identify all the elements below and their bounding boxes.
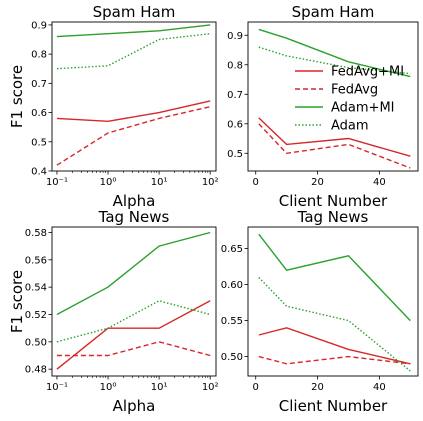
y-tick-label: 0.5: [227, 149, 243, 160]
x-tick-label: 10²: [202, 177, 219, 188]
series-line-adam-mi: [258, 28, 411, 78]
series-line-fedavg-mi: [258, 117, 411, 157]
y-tick-label: 0.8: [31, 50, 47, 61]
x-tick-label: 10⁰: [100, 177, 117, 188]
series-line-fedavg: [56, 341, 211, 357]
x-tick-label: 10¹: [151, 177, 168, 188]
x-tick-label: 20: [311, 382, 324, 393]
x-tick-label: 10¹: [151, 382, 168, 393]
series-line-adam: [56, 33, 211, 70]
axes-frame-2: [247, 21, 419, 172]
y-tick-label: 0.58: [25, 228, 47, 239]
series-line-adam: [258, 46, 411, 75]
chart-title-2: Spam Ham: [292, 3, 375, 21]
chart-title-3: Tag News: [98, 208, 170, 226]
legend-label: Adam: [331, 119, 369, 134]
y-tick-label: 0.50: [25, 337, 47, 348]
x-axis-label-2: Client Number: [279, 192, 388, 210]
y-tick-label: 0.5: [31, 137, 47, 148]
series-line-adam-mi: [56, 231, 211, 316]
series-line-fedavg: [258, 123, 411, 169]
series-line-adam-mi: [56, 24, 211, 38]
y-tick-label: 0.56: [25, 255, 47, 266]
x-tick-label: 0: [253, 382, 259, 393]
y-axis-label-3: F1 score: [8, 270, 26, 333]
y-tick-label: 0.55: [221, 316, 243, 327]
x-tick-label: 20: [311, 177, 324, 188]
x-tick-label: 10⁰: [100, 382, 117, 393]
x-tick-label: 10⁻¹: [46, 177, 68, 188]
y-tick-label: 0.6: [31, 108, 47, 119]
y-tick-label: 0.7: [31, 79, 47, 90]
chart-title-1: Spam Ham: [93, 3, 176, 21]
y-tick-label: 0.54: [25, 283, 47, 294]
y-tick-label: 0.60: [221, 280, 243, 291]
x-axis-label-4: Client Number: [279, 397, 388, 415]
y-tick-label: 0.65: [221, 244, 243, 255]
legend-label: FedAvg+MI: [331, 65, 404, 80]
y-tick-label: 0.50: [221, 352, 243, 363]
axes-frame-1: [51, 21, 217, 172]
x-axis-label-3: Alpha: [113, 397, 156, 415]
y-tick-label: 0.7: [227, 90, 243, 101]
series-line-adam: [56, 300, 211, 343]
series-line-fedavg-mi: [56, 100, 211, 123]
y-tick-label: 0.52: [25, 310, 47, 321]
y-tick-label: 0.9: [31, 20, 47, 31]
axes-frame-4: [247, 226, 419, 377]
legend-label: Adam+MI: [331, 101, 395, 116]
legend-label: FedAvg: [331, 83, 378, 98]
y-tick-label: 0.48: [25, 365, 47, 376]
y-tick-label: 0.6: [227, 119, 243, 130]
series-line-fedavg: [258, 355, 411, 365]
y-axis-label-1: F1 score: [8, 65, 26, 128]
series-line-fedavg-mi: [56, 300, 211, 370]
chart-title-4: Tag News: [297, 208, 369, 226]
series-line-fedavg-mi: [258, 327, 411, 365]
y-tick-label: 0.8: [227, 60, 243, 71]
series-line-fedavg: [56, 106, 211, 166]
x-tick-label: 0: [253, 177, 259, 188]
axes-frame-3: [51, 226, 217, 377]
y-tick-label: 0.9: [227, 31, 243, 42]
x-axis-label-1: Alpha: [113, 192, 156, 210]
x-tick-label: 10²: [202, 382, 219, 393]
x-tick-label: 40: [373, 177, 386, 188]
x-tick-label: 40: [373, 382, 386, 393]
x-tick-label: 10⁻¹: [46, 382, 68, 393]
series-line-adam-mi: [258, 233, 411, 322]
series-line-adam: [258, 276, 411, 372]
y-tick-label: 0.4: [31, 167, 47, 178]
